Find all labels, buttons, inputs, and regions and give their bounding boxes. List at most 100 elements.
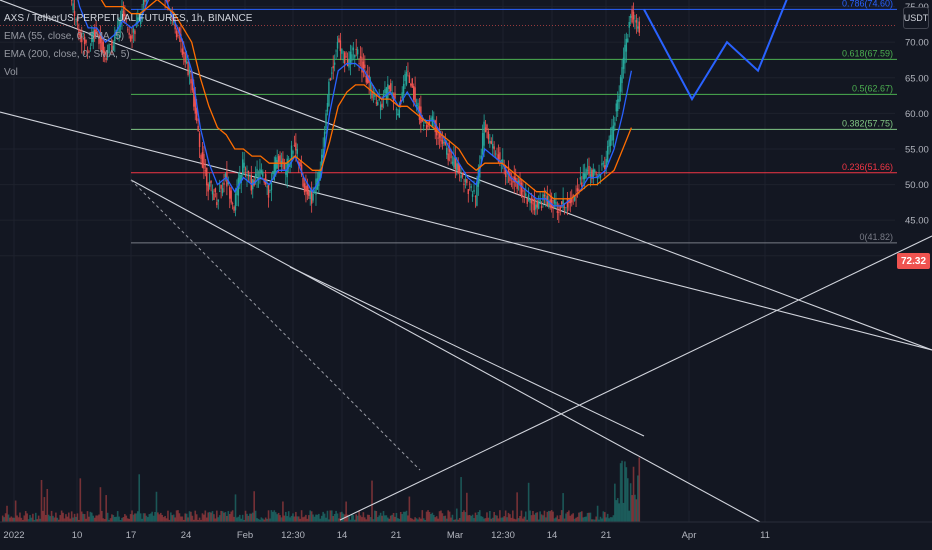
volume-bar bbox=[399, 511, 402, 522]
volume-bar bbox=[66, 516, 69, 522]
volume-bar bbox=[369, 517, 372, 522]
trend-line[interactable] bbox=[339, 235, 932, 521]
candle-body bbox=[362, 61, 365, 73]
volume-bar bbox=[33, 519, 36, 522]
volume-bar bbox=[53, 517, 56, 522]
candle-body bbox=[98, 35, 100, 45]
candle-body bbox=[394, 92, 396, 99]
volume-bar bbox=[463, 510, 465, 522]
candle-body bbox=[109, 44, 112, 45]
candle-body bbox=[408, 75, 411, 83]
volume-bar bbox=[224, 512, 227, 522]
candle-body bbox=[617, 99, 619, 111]
volume-bar bbox=[303, 516, 306, 522]
candle-body bbox=[529, 199, 531, 203]
volume-bar bbox=[378, 515, 380, 522]
volume-bar bbox=[329, 510, 332, 522]
projection-path[interactable] bbox=[643, 0, 818, 102]
volume-bar bbox=[277, 512, 280, 522]
candle-body bbox=[359, 56, 362, 59]
indicator-ema55[interactable]: EMA (55, close, 0, SMA, 5) bbox=[4, 31, 125, 42]
candle-body bbox=[230, 190, 232, 203]
volume-bar bbox=[305, 514, 307, 522]
volume-bar bbox=[576, 516, 579, 522]
candle-body bbox=[346, 59, 349, 67]
volume-bar bbox=[32, 513, 34, 522]
volume-bar bbox=[579, 511, 582, 522]
volume-bar bbox=[57, 519, 60, 522]
volume-bar bbox=[89, 511, 92, 522]
volume-bar bbox=[134, 513, 136, 522]
candle-body bbox=[325, 113, 327, 129]
candle-body bbox=[144, 0, 146, 2]
volume-bar bbox=[283, 515, 286, 522]
candle-body bbox=[438, 131, 441, 138]
volume-bar bbox=[126, 518, 129, 522]
candle-body bbox=[246, 174, 248, 176]
volume-bar bbox=[519, 515, 521, 522]
candle-body bbox=[369, 82, 372, 91]
candle-body bbox=[99, 33, 102, 44]
candle-body bbox=[114, 34, 116, 42]
volume-bar bbox=[187, 517, 189, 522]
candle-body bbox=[296, 149, 298, 154]
candle-body bbox=[290, 145, 293, 160]
volume-bar bbox=[619, 463, 622, 522]
volume-bar bbox=[632, 466, 635, 522]
candle-body bbox=[499, 152, 501, 160]
candle-body bbox=[532, 203, 534, 205]
volume-bar bbox=[306, 518, 309, 522]
trend-line[interactable] bbox=[289, 266, 645, 437]
candle-body bbox=[85, 39, 87, 43]
volume-bar bbox=[402, 511, 405, 522]
volume-bar bbox=[251, 512, 254, 522]
candle-body bbox=[559, 205, 561, 212]
candle-body bbox=[241, 159, 244, 175]
volume-bar bbox=[213, 514, 215, 522]
candle-body bbox=[456, 163, 458, 171]
volume-bar bbox=[96, 515, 99, 522]
volume-bar bbox=[1, 515, 4, 522]
candle-body bbox=[535, 204, 537, 210]
projection-line[interactable] bbox=[643, 0, 817, 102]
candle-body bbox=[128, 32, 130, 35]
candle-body bbox=[487, 131, 490, 140]
volume-bar bbox=[374, 510, 376, 522]
volume-bar bbox=[129, 514, 132, 522]
indicator-volume[interactable]: Vol bbox=[4, 67, 18, 78]
symbol-title[interactable]: AXS / TetherUS PERPETUAL FUTURES, 1h, BI… bbox=[4, 13, 253, 24]
volume-bar bbox=[563, 518, 566, 522]
candle-body bbox=[122, 10, 125, 17]
volume-bar bbox=[221, 511, 224, 522]
volume-bar bbox=[170, 512, 172, 522]
candle-body bbox=[229, 187, 231, 199]
volume-bar bbox=[614, 483, 616, 522]
time-axis[interactable]: 2022 10 17 24 Feb 12:30 14 21 Mar 12:30 14 21 Apr 11 bbox=[0, 521, 932, 541]
volume-bar bbox=[624, 461, 626, 522]
volume-bar bbox=[273, 510, 276, 522]
volume-bar bbox=[98, 514, 100, 522]
volume-bar bbox=[55, 512, 57, 522]
candle-body bbox=[481, 133, 484, 155]
currency-unit-button[interactable]: USDT bbox=[903, 7, 929, 29]
candle-body bbox=[513, 176, 515, 183]
trend-line[interactable] bbox=[130, 179, 761, 523]
candle-body bbox=[308, 191, 310, 196]
volume-bar bbox=[476, 515, 478, 522]
trend-line-dashed[interactable] bbox=[130, 179, 421, 471]
volume-bar bbox=[425, 511, 428, 522]
candle-body bbox=[526, 198, 528, 204]
volume-bar bbox=[299, 518, 301, 522]
candle-body bbox=[200, 155, 202, 159]
volume-bar bbox=[387, 517, 389, 522]
candle-body bbox=[88, 51, 90, 53]
volume-bar bbox=[540, 514, 543, 522]
fib-level-label: 0.618(67.59) bbox=[842, 48, 893, 58]
candle-body bbox=[254, 173, 257, 179]
indicator-ema200[interactable]: EMA (200, close, 0, SMA, 5) bbox=[4, 49, 130, 60]
candle-body bbox=[632, 11, 635, 20]
candle-body bbox=[563, 206, 566, 208]
volume-bar bbox=[523, 516, 526, 522]
volume-bar bbox=[328, 519, 330, 522]
